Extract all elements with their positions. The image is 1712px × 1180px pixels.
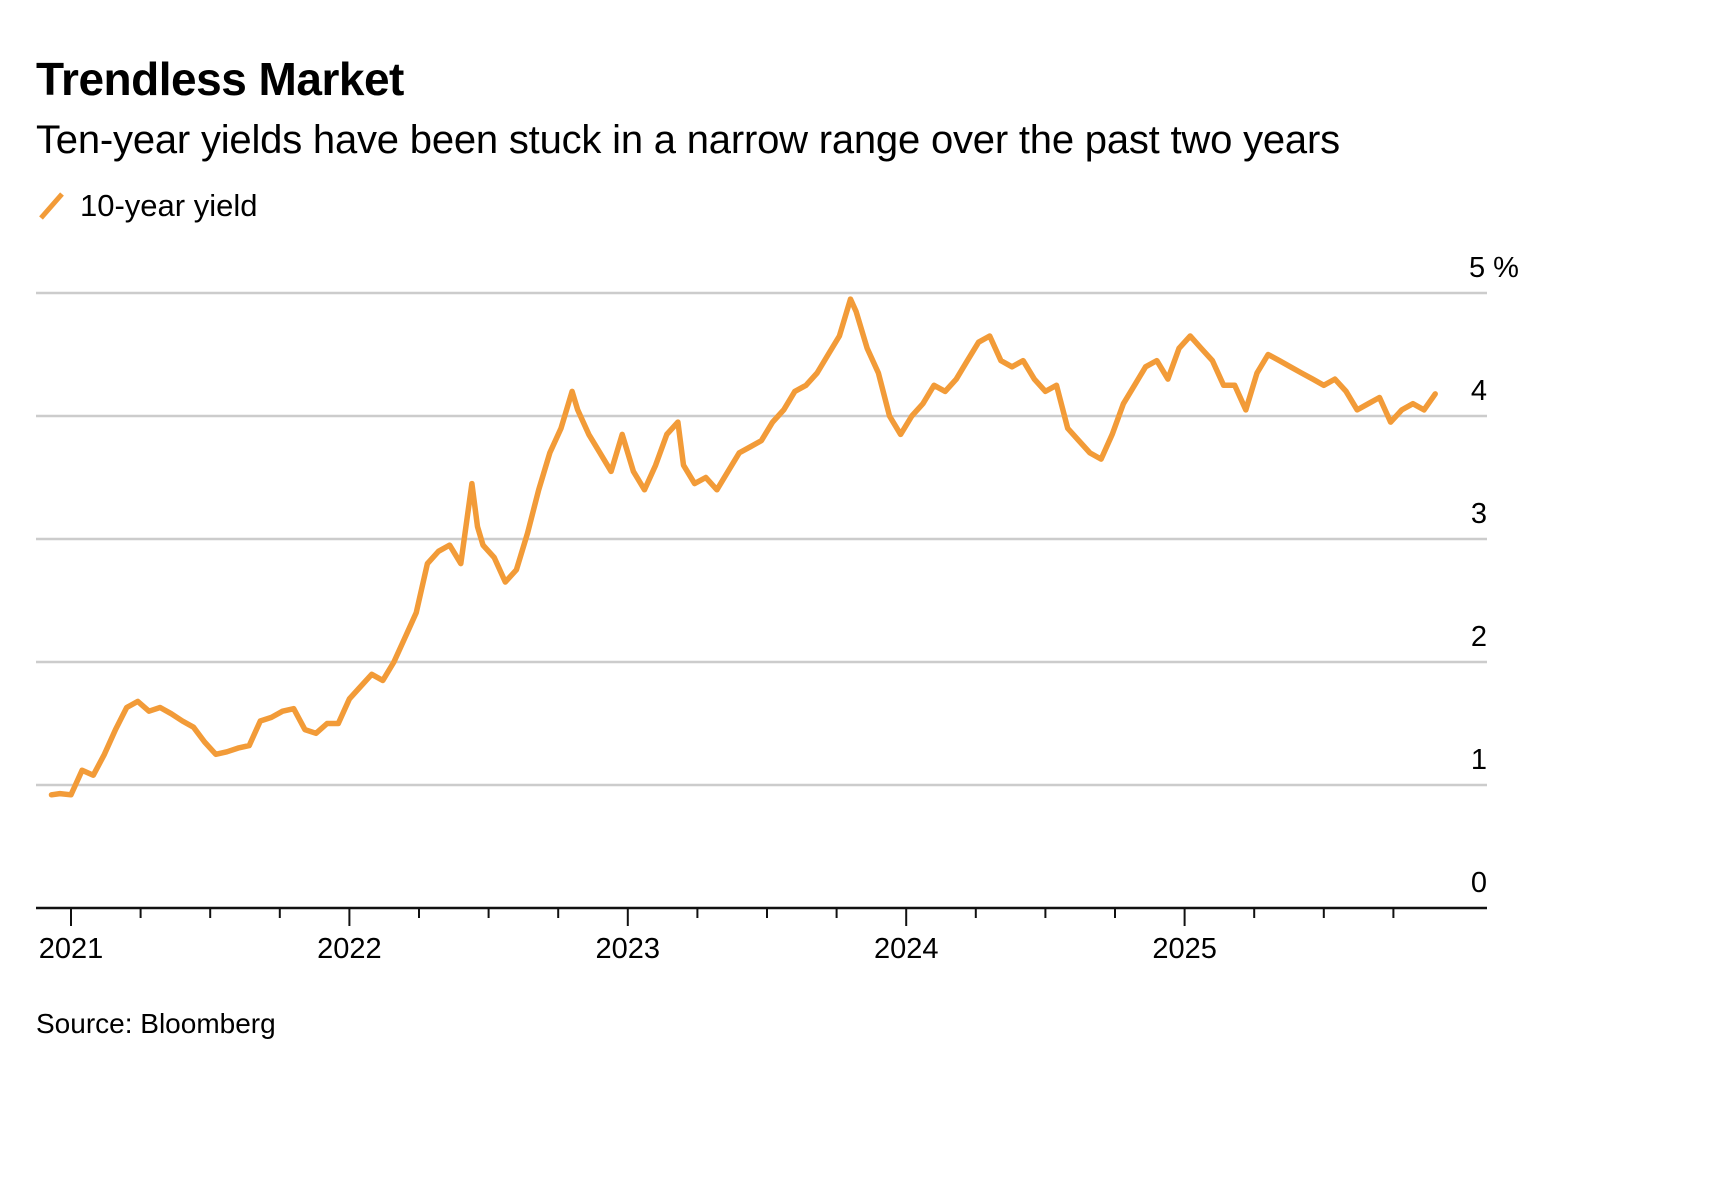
x-axis: 2021 2022 2023 2024 2025 (36, 906, 1487, 965)
y-tick-label-4: 4 (1471, 375, 1487, 407)
legend: 10-year yield (36, 186, 257, 226)
x-tick-label-2023: 2023 (596, 933, 661, 965)
series-line-10-year-yield (48, 296, 1438, 798)
y-tick-label-0: 0 (1471, 867, 1487, 899)
x-tick-label-2024: 2024 (874, 933, 939, 965)
y-tick-label-5: 5 % (1469, 252, 1519, 284)
series-layer (48, 296, 1438, 798)
y-tick-label-1: 1 (1471, 744, 1487, 776)
y-tick-label-3: 3 (1471, 498, 1487, 530)
chart-subtitle: Ten-year yields have been stuck in a nar… (36, 118, 1340, 162)
source-note: Source: Bloomberg (36, 1008, 276, 1039)
y-axis-labels: 0 1 2 3 4 5 % (1469, 252, 1519, 899)
legend-line-icon (39, 192, 64, 220)
legend-label: 10-year yield (80, 188, 258, 223)
x-tick-label-2022: 2022 (317, 933, 382, 965)
legend-swatch-icon (36, 186, 72, 226)
x-tick-label-2021: 2021 (39, 933, 104, 965)
chart-title: Trendless Market (36, 53, 404, 105)
x-tick-label-2025: 2025 (1152, 933, 1217, 965)
gridlines (36, 291, 1487, 787)
y-tick-label-2: 2 (1471, 621, 1487, 653)
